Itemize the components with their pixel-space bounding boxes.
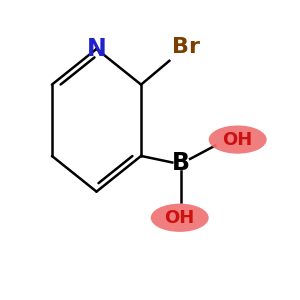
Text: B: B — [172, 152, 190, 176]
Text: OH: OH — [165, 209, 195, 227]
Ellipse shape — [151, 204, 209, 232]
Text: Br: Br — [172, 38, 200, 58]
Ellipse shape — [209, 125, 267, 154]
Text: N: N — [87, 37, 106, 61]
Text: OH: OH — [223, 130, 253, 148]
